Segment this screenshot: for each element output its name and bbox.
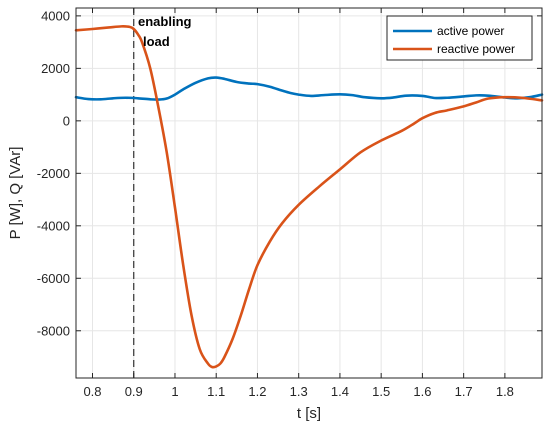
- x-axis-label: t [s]: [297, 405, 321, 422]
- x-tick-label: 1.8: [496, 384, 514, 399]
- x-tick-label: 1.3: [290, 384, 308, 399]
- y-tick-label: 0: [63, 113, 70, 128]
- x-tick-label: 1.2: [248, 384, 266, 399]
- active-power-series-line: [74, 76, 544, 101]
- legend-label-active-power: active power: [437, 24, 504, 38]
- y-tick-label: -4000: [37, 218, 70, 233]
- x-tick-label: 1.5: [372, 384, 390, 399]
- annotation-line-1: enabling: [138, 14, 192, 29]
- tick-layer: 0.8 0.9 1 1.1 1.2 1.3 1.4 1.5 1.6 1.7 1.8 -8000 -600…: [37, 8, 542, 399]
- y-tick-label: -8000: [37, 323, 70, 338]
- plot-area-background: [76, 8, 542, 378]
- x-tick-label: 1.6: [413, 384, 431, 399]
- y-tick-label: -6000: [37, 271, 70, 286]
- reactive-power-series-line: [74, 25, 544, 369]
- annotation-line-2: load: [143, 34, 170, 49]
- x-tick-label: 0.8: [83, 384, 101, 399]
- series-layer: [74, 25, 544, 369]
- x-tick-label: 1.7: [455, 384, 473, 399]
- legend: active power reactive power: [386, 15, 533, 61]
- x-tick-label: 1.1: [207, 384, 225, 399]
- y-tick-label: 2000: [41, 61, 70, 76]
- legend-box: [386, 15, 533, 61]
- y-tick-label: -2000: [37, 166, 70, 181]
- y-axis-label: P [W], Q [VAr]: [7, 147, 24, 240]
- x-tick-label: 1: [171, 384, 178, 399]
- y-tick-label: 4000: [41, 8, 70, 23]
- grid-layer: [76, 8, 542, 378]
- x-tick-label: 0.9: [125, 384, 143, 399]
- x-tick-label: 1.4: [331, 384, 349, 399]
- plot-area-frame: [75, 7, 543, 379]
- legend-label-reactive-power: reactive power: [437, 42, 515, 56]
